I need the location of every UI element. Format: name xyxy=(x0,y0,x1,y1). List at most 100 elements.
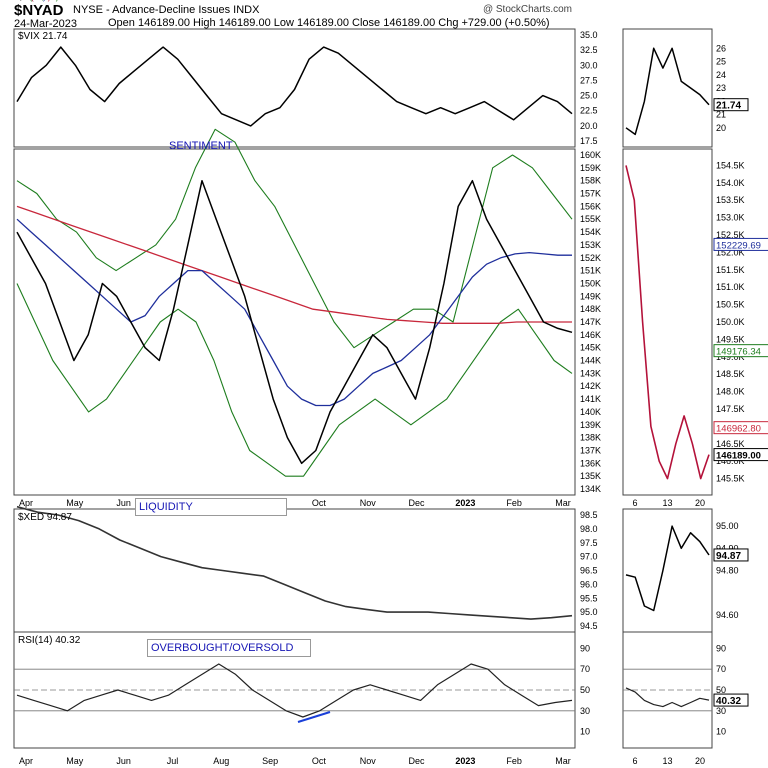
nyad-yaxis-tick-16: 144K xyxy=(580,356,601,366)
vix-yaxis-tick-2: 30.0 xyxy=(580,60,598,70)
vix-yaxis-tick-6: 20.0 xyxy=(580,121,598,131)
ma50-line xyxy=(16,218,572,407)
rsi-last-box xyxy=(713,693,749,707)
vix-line xyxy=(16,46,573,127)
nyad-daily-box-ma50 xyxy=(713,237,768,251)
nyad-daily-yaxis-tick-5: 152.0K xyxy=(716,247,745,257)
nyad-yaxis-tick-9: 151K xyxy=(580,266,601,276)
rsi-xaxis-tick-11: Mar xyxy=(555,756,571,766)
rsi-xaxis-tick-4: Aug xyxy=(213,756,229,766)
nyad-daily-xaxis-tick-1: 13 xyxy=(662,498,672,508)
nyad-legend-1: MA(50) 152229.69 xyxy=(18,0,89,2)
rsi-xaxis-tick-5: Sep xyxy=(262,756,278,766)
xed-yaxis-tick-0: 98.5 xyxy=(580,510,598,520)
nyad-yaxis-tick-14: 146K xyxy=(580,330,601,340)
rsi-line xyxy=(16,663,573,718)
nyad-yaxis-tick-4: 156K xyxy=(580,201,601,211)
nyad-yaxis-tick-26: 134K xyxy=(580,484,601,494)
nyad-yaxis-tick-8: 152K xyxy=(580,253,601,263)
nyad-price-line xyxy=(16,179,573,465)
nyad-legend-4: Volume undef xyxy=(18,0,71,2)
vix-daily-yaxis-tick-5: 21 xyxy=(716,110,726,120)
nyad-xaxis-tick-2: Jun xyxy=(116,498,131,508)
nyad-yaxis-tick-21: 139K xyxy=(580,420,601,430)
xed-daily-yaxis-tick-1: 94.90 xyxy=(716,543,739,553)
nyad-xaxis-tick-6: Oct xyxy=(312,498,327,508)
nyad-yaxis-tick-7: 153K xyxy=(580,240,601,250)
rsi-yaxis-tick-1: 70 xyxy=(580,664,590,674)
nyad-daily-label-close: 146189.00 xyxy=(716,451,761,462)
nyad-daily-label-ma50: 152229.69 xyxy=(716,240,761,251)
vix-daily-yaxis-tick-6: 20 xyxy=(716,123,726,133)
xed-daily-yaxis-tick-0: 95.00 xyxy=(716,521,739,531)
nyad-xaxis-tick-7: Nov xyxy=(360,498,377,508)
panel-frame-xed xyxy=(13,508,576,633)
rsi-yaxis-tick-3: 30 xyxy=(580,706,590,716)
nyad-legend-3: BB(20,2.0) 142936.59 - 149176.34 - 15541… xyxy=(18,0,197,2)
ohlc-readout: Open 146189.00 High 146189.00 Low 146189… xyxy=(108,17,550,29)
nyad-daily-yaxis-tick-14: 147.5K xyxy=(716,404,745,414)
nyad-yaxis-tick-5: 155K xyxy=(580,214,601,224)
xed-daily-yaxis-tick-2: 94.80 xyxy=(716,566,739,576)
rsi-xaxis-tick-6: Oct xyxy=(312,756,327,766)
rsi-daily-yaxis-tick-1: 70 xyxy=(716,664,726,674)
nyad-daily-box-ma200 xyxy=(713,421,768,435)
nyad-yaxis-tick-10: 150K xyxy=(580,278,601,288)
nyad-daily-yaxis-tick-6: 151.5K xyxy=(716,265,745,275)
nyad-xaxis-tick-8: Dec xyxy=(409,498,426,508)
vix-daily-line xyxy=(625,47,710,136)
xed-yaxis-tick-7: 95.0 xyxy=(580,607,598,617)
nyad-yaxis-tick-17: 143K xyxy=(580,368,601,378)
rsi-daily-yaxis-tick-4: 10 xyxy=(716,727,726,737)
rsi-trendline xyxy=(297,711,331,723)
liquidity-label: LIQUIDITY xyxy=(135,498,287,516)
rsi-xaxis-tick-3: Jul xyxy=(167,756,179,766)
nyad-yaxis-tick-6: 154K xyxy=(580,227,601,237)
nyad-daily-yaxis-tick-4: 152.5K xyxy=(716,230,745,240)
nyad-daily-yaxis-tick-17: 146.0K xyxy=(716,456,745,466)
xed-yaxis-tick-1: 98.0 xyxy=(580,524,598,534)
nyad-yaxis-tick-12: 148K xyxy=(580,304,601,314)
nyad-yaxis-tick-15: 145K xyxy=(580,343,601,353)
xed-legend: $XED 94.87 xyxy=(18,512,72,523)
vix-daily-yaxis-tick-2: 24 xyxy=(716,70,726,80)
nyad-yaxis-tick-25: 135K xyxy=(580,471,601,481)
nyad-daily-yaxis-tick-2: 153.5K xyxy=(716,195,745,205)
rsi-legend: RSI(14) 40.32 xyxy=(18,635,81,646)
nyad-xaxis-tick-1: May xyxy=(66,498,84,508)
nyad-daily-yaxis-tick-12: 148.5K xyxy=(716,369,745,379)
vix-yaxis-tick-7: 17.5 xyxy=(580,136,598,146)
xed-yaxis-tick-6: 95.5 xyxy=(580,593,598,603)
bb-upper-line xyxy=(16,128,573,349)
nyad-daily-yaxis-tick-8: 150.5K xyxy=(716,300,745,310)
nyad-xaxis-tick-11: Mar xyxy=(555,498,571,508)
nyad-yaxis-tick-19: 141K xyxy=(580,394,601,404)
nyad-yaxis-tick-20: 140K xyxy=(580,407,601,417)
rsi-xaxis-tick-0: Apr xyxy=(19,756,33,766)
xed-yaxis-tick-2: 97.5 xyxy=(580,538,598,548)
nyad-daily-yaxis-tick-7: 151.0K xyxy=(716,282,745,292)
daily-frame-xed xyxy=(622,508,713,633)
panel-frame-vix xyxy=(13,28,576,148)
nyad-daily-yaxis-tick-1: 154.0K xyxy=(716,178,745,188)
nyad-daily-label-ma200: 146962.80 xyxy=(716,424,761,435)
vix-daily-yaxis-tick-3: 23 xyxy=(716,83,726,93)
nyad-yaxis-tick-22: 138K xyxy=(580,433,601,443)
nyad-legend-2: MA(200) 146962.80 xyxy=(18,0,93,2)
rsi-yaxis-tick-0: 90 xyxy=(580,643,590,653)
nyad-legend-0: $NYAD Cumulative 146189.00 xyxy=(18,0,154,3)
nyad-yaxis-tick-1: 159K xyxy=(580,163,601,173)
daily-frame-vix xyxy=(622,28,713,148)
nyad-yaxis-tick-11: 149K xyxy=(580,291,601,301)
rsi-xaxis-tick-9: 2023 xyxy=(455,756,475,766)
xed-daily-line xyxy=(625,525,710,612)
nyad-yaxis-tick-23: 137K xyxy=(580,445,601,455)
rsi-daily-xaxis-tick-0: 6 xyxy=(632,756,637,766)
nyad-daily-yaxis-tick-0: 154.5K xyxy=(716,160,745,170)
nyad-daily-line xyxy=(625,165,710,480)
rsi-yaxis-tick-4: 10 xyxy=(580,727,590,737)
nyad-daily-yaxis-tick-3: 153.0K xyxy=(716,213,745,223)
panel-frame-nyad xyxy=(13,148,576,496)
brand-watermark: @ StockCharts.com xyxy=(482,4,572,15)
rsi-xaxis-tick-2: Jun xyxy=(116,756,131,766)
